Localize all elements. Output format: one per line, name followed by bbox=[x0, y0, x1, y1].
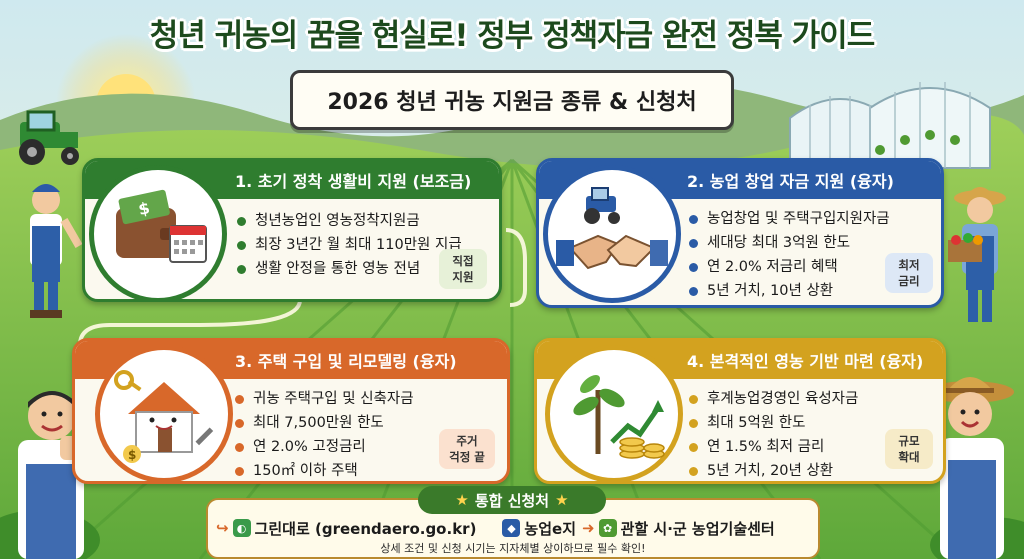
list-item: 5년 거치, 10년 상환 bbox=[687, 279, 890, 303]
svg-text:$: $ bbox=[137, 198, 152, 219]
card-icon-ring: $ bbox=[89, 165, 227, 299]
card-item-list: 농업창업 및 주택구입지원자금 세대당 최대 3억원 한도 연 2.0% 저금리… bbox=[687, 207, 890, 303]
greendaero-logo-icon: ◐ bbox=[232, 519, 251, 537]
tractor-illustration bbox=[19, 110, 79, 165]
card-icon-ring bbox=[543, 165, 681, 303]
list-item: 생활 안정을 통한 영농 전념 bbox=[235, 257, 462, 281]
nongup-e-ji-logo-icon: ◆ bbox=[502, 519, 521, 537]
list-item: 청년농업인 영농정착지원금 bbox=[235, 209, 462, 233]
channel-nongup-e-ji[interactable]: 농업e지 bbox=[524, 519, 576, 538]
list-item: 최대 7,500만원 한도 bbox=[233, 411, 414, 435]
card-heading-text: 1. 초기 정착 생활비 지원 (보조금) bbox=[235, 172, 472, 191]
card-item-list: 귀농 주택구입 및 신축자금 최대 7,500만원 한도 연 2.0% 고정금리… bbox=[233, 387, 414, 481]
card-tag: 주거 걱정 끝 bbox=[439, 429, 495, 469]
list-item: 세대당 최대 3억원 한도 bbox=[687, 231, 890, 255]
card-heading-text: 3. 주택 구입 및 리모델링 (융자) bbox=[235, 352, 457, 371]
list-item: 연 2.0% 고정금리 bbox=[233, 435, 414, 459]
card-item-list: 후계농업경영인 육성자금 최대 5억원 한도 연 1.5% 최저 금리 5년 거… bbox=[687, 387, 858, 481]
card-tag: 최저 금리 bbox=[885, 253, 933, 293]
card-icon-ring: $ bbox=[95, 345, 233, 481]
card-heading-text: 4. 본격적인 영농 기반 마련 (융자) bbox=[687, 352, 924, 371]
star-icon: ★ bbox=[555, 491, 569, 509]
list-item: 후계농업경영인 육성자금 bbox=[687, 387, 858, 411]
svg-text:$: $ bbox=[128, 448, 136, 462]
list-item: 최대 5억원 한도 bbox=[687, 411, 858, 435]
apply-heading: 통합 신청처 bbox=[474, 491, 550, 510]
list-item: 농업창업 및 주택구입지원자금 bbox=[687, 207, 890, 231]
apply-heading-pill: ★ 통합 신청처 ★ bbox=[418, 486, 606, 514]
list-item: 연 2.0% 저금리 혜택 bbox=[687, 255, 890, 279]
list-item: 150㎡ 이하 주택 bbox=[233, 459, 414, 481]
farmer-left-top-illustration bbox=[30, 184, 83, 318]
list-item: 최장 3년간 월 최대 110만원 지급 bbox=[235, 233, 462, 257]
channel-greendaero[interactable]: 그린대로 (greendaero.go.kr) bbox=[254, 519, 477, 538]
subtitle-banner: 2026 청년 귀농 지원금 종류 & 신청처 bbox=[290, 70, 734, 130]
arrow-right-icon: ➜ bbox=[582, 519, 595, 537]
card-heading-text: 2. 농업 창업 자금 지원 (융자) bbox=[687, 172, 894, 191]
sprout-icon: ✿ bbox=[598, 519, 617, 537]
star-icon: ★ bbox=[455, 491, 469, 509]
subtitle-text: 2026 청년 귀농 지원금 종류 & 신청처 bbox=[327, 90, 697, 115]
apply-channel-row: ↪ ◐ 그린대로 (greendaero.go.kr) ◆ 농업e지 ➜ ✿ 관… bbox=[216, 516, 816, 540]
tractor-handshake-icon bbox=[556, 187, 668, 270]
card-icon-ring bbox=[545, 345, 683, 481]
card-item-list: 청년농업인 영농정착지원금 최장 3년간 월 최대 110만원 지급 생활 안정… bbox=[235, 209, 462, 281]
farmer-left-bottom-illustration bbox=[18, 391, 84, 559]
sprout-coins-icon bbox=[573, 375, 665, 459]
card-settlement-living-support: 1. 초기 정착 생활비 지원 (보조금) $ 청년농업인 영농정착지원금 최장… bbox=[82, 158, 502, 302]
card-tag: 직접 지원 bbox=[439, 249, 487, 289]
arrow-right-icon: ↪ bbox=[216, 519, 229, 537]
list-item: 연 1.5% 최저 금리 bbox=[687, 435, 858, 459]
page-title: 청년 귀농의 꿈을 현실로! 정부 정책자금 완전 정복 가이드 bbox=[149, 18, 875, 54]
list-item: 귀농 주택구입 및 신축자금 bbox=[233, 387, 414, 411]
card-tag: 규모 확대 bbox=[885, 429, 933, 469]
card-farming-base: 4. 본격적인 영농 기반 마련 (융자) 후계농업경영인 육성자금 최대 5억… bbox=[534, 338, 946, 484]
house-key-icon: $ bbox=[114, 370, 214, 463]
apply-footnote: 상세 조건 및 신청 시기는 지자체별 상이하므로 필수 확인! bbox=[380, 542, 646, 555]
wallet-calendar-icon: $ bbox=[116, 189, 207, 263]
channel-tech-center[interactable]: 관할 시·군 농업기술센터 bbox=[620, 519, 775, 538]
card-housing-remodel: 3. 주택 구입 및 리모델링 (융자) $ 귀농 주택구입 및 신축자금 최대… bbox=[72, 338, 510, 484]
list-item: 5년 거치, 20년 상환 bbox=[687, 459, 858, 481]
card-startup-fund: 2. 농업 창업 자금 지원 (융자) 농업창업 및 주택구입지원자금 세대당 … bbox=[536, 158, 944, 308]
farmer-right-top-illustration bbox=[948, 187, 1006, 322]
